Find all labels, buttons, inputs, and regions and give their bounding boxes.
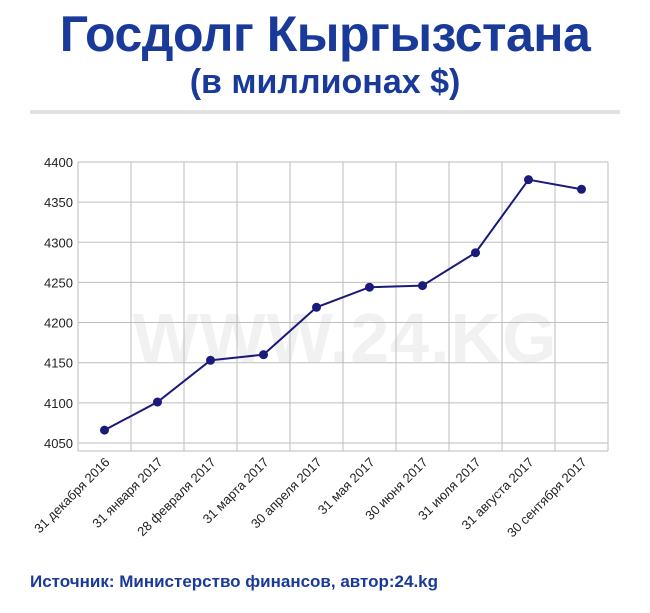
y-tick-label: 4350 [44,195,73,210]
y-tick-label: 4250 [44,275,73,290]
y-tick-label: 4050 [44,436,73,451]
data-point [312,302,321,312]
y-tick-label: 4300 [44,235,73,250]
y-tick-label: 4200 [44,316,73,331]
watermark: WWW.24.KG [132,299,557,377]
data-point [153,397,162,407]
chart-title: Госдолг Кыргызстана [59,6,591,62]
data-point [365,282,374,292]
header-divider [30,110,620,114]
data-point [100,425,109,435]
chart-subtitle: (в миллионах $) [189,63,461,101]
source-note: Источник: Министерство финансов, автор:2… [30,572,439,591]
data-point [471,248,480,258]
series-line [104,178,582,432]
y-tick-label: 4100 [44,396,73,411]
data-point [206,355,215,365]
y-tick-label: 4400 [44,155,73,170]
line-chart: WWW.24.KG 4050 4100 4150 4200 4250 4300 4350 44… [31,155,609,540]
data-point [418,281,427,291]
data-point [577,184,586,194]
y-tick-label: 4150 [44,356,73,371]
data-point [259,350,268,360]
data-point [524,175,533,185]
